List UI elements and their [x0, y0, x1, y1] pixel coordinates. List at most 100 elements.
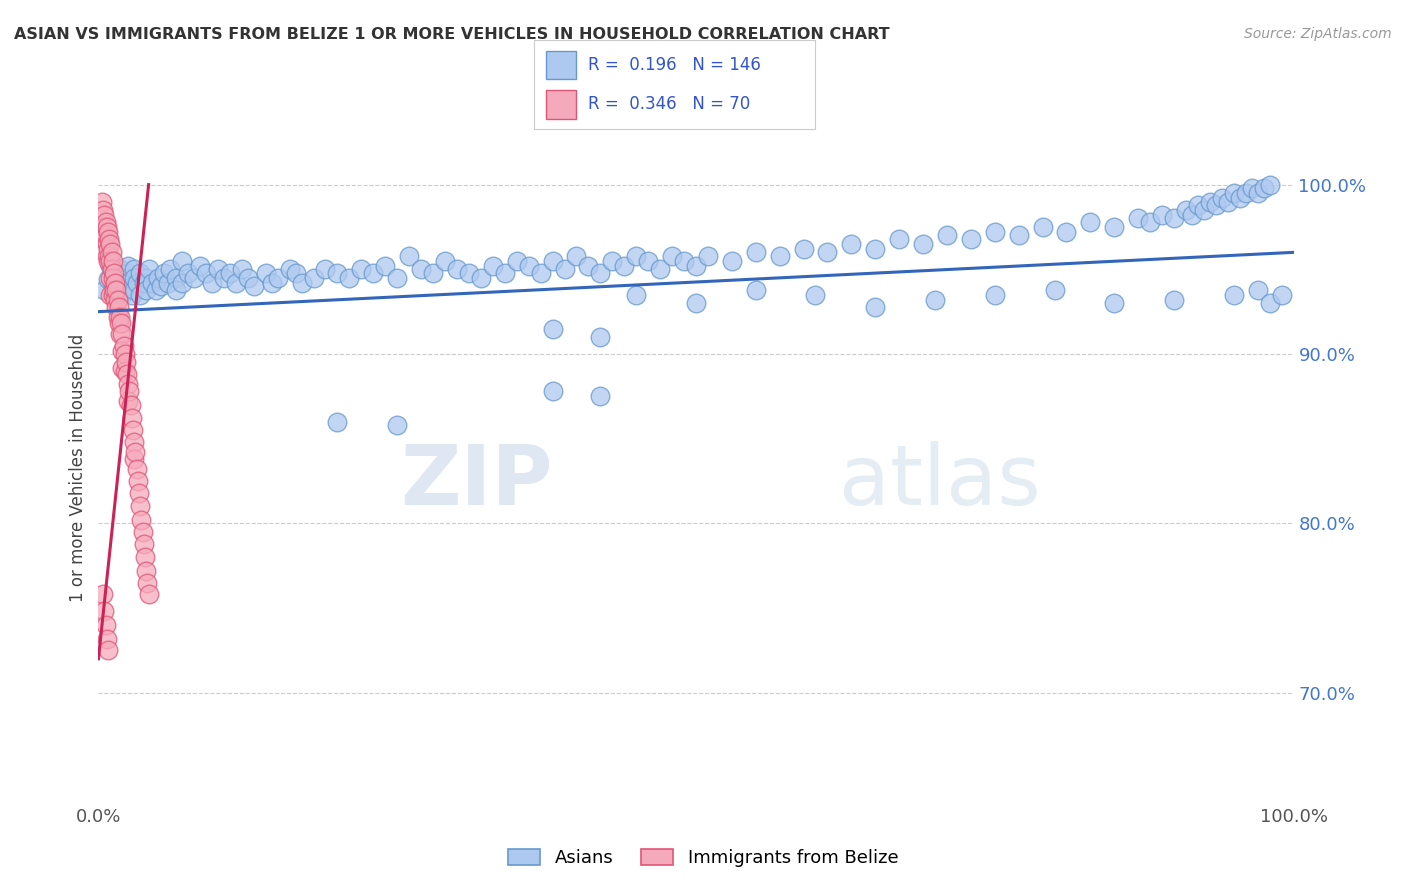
Point	[98, 259, 122, 273]
Point	[103, 266, 125, 280]
Point	[98, 232, 121, 246]
Point	[225, 276, 247, 290]
Point	[422, 266, 444, 280]
Point	[385, 270, 409, 285]
Point	[494, 266, 516, 280]
Point	[101, 270, 124, 285]
Point	[120, 398, 142, 412]
Point	[125, 276, 148, 290]
Point	[804, 287, 827, 301]
Point	[1246, 283, 1268, 297]
Point	[101, 279, 124, 293]
Point	[260, 276, 283, 290]
Point	[165, 270, 187, 285]
Point	[159, 262, 181, 277]
Point	[1258, 178, 1281, 192]
Point	[107, 300, 129, 314]
Point	[114, 276, 136, 290]
Point	[100, 262, 122, 277]
Text: atlas: atlas	[839, 442, 1040, 522]
Point	[114, 347, 136, 361]
Point	[124, 262, 146, 277]
Point	[1229, 191, 1251, 205]
Point	[924, 293, 946, 307]
Point	[111, 360, 134, 375]
Point	[149, 279, 172, 293]
Point	[93, 208, 115, 222]
Point	[128, 486, 150, 500]
Point	[115, 355, 138, 369]
Point	[624, 249, 647, 263]
Point	[863, 300, 886, 314]
Point	[889, 232, 911, 246]
Point	[207, 262, 229, 277]
Point	[721, 253, 744, 268]
Point	[117, 394, 139, 409]
Point	[529, 266, 551, 280]
Point	[1150, 208, 1173, 222]
Point	[107, 310, 129, 324]
Point	[177, 266, 200, 280]
Point	[815, 245, 838, 260]
Point	[673, 253, 696, 268]
Y-axis label: 1 or more Vehicles in Household: 1 or more Vehicles in Household	[69, 334, 87, 602]
Point	[839, 236, 862, 251]
Point	[91, 202, 114, 217]
Point	[1080, 215, 1102, 229]
Point	[685, 259, 707, 273]
Text: ASIAN VS IMMIGRANTS FROM BELIZE 1 OR MORE VEHICLES IN HOUSEHOLD CORRELATION CHAR: ASIAN VS IMMIGRANTS FROM BELIZE 1 OR MOR…	[14, 27, 890, 42]
Point	[446, 262, 468, 277]
Point	[183, 270, 205, 285]
Point	[1163, 293, 1185, 307]
Point	[433, 253, 456, 268]
Point	[104, 293, 127, 307]
Point	[114, 364, 136, 378]
Point	[117, 266, 139, 280]
Point	[131, 524, 153, 539]
Point	[302, 270, 325, 285]
Point	[1253, 181, 1275, 195]
Point	[613, 259, 636, 273]
FancyBboxPatch shape	[546, 51, 576, 79]
Point	[374, 259, 396, 273]
Point	[121, 287, 143, 301]
Point	[219, 266, 242, 280]
Point	[350, 262, 373, 277]
Point	[589, 330, 612, 344]
Point	[589, 266, 612, 280]
Point	[97, 272, 120, 286]
Point	[458, 266, 481, 280]
Point	[470, 270, 492, 285]
Point	[108, 276, 131, 290]
Point	[565, 249, 588, 263]
Point	[326, 266, 349, 280]
Point	[97, 225, 120, 239]
Point	[1211, 191, 1233, 205]
Point	[136, 575, 159, 590]
Point	[506, 253, 529, 268]
Point	[1205, 198, 1227, 212]
Point	[117, 377, 139, 392]
Point	[481, 259, 505, 273]
Point	[97, 253, 120, 268]
Point	[156, 276, 179, 290]
Point	[124, 445, 146, 459]
Point	[231, 262, 253, 277]
Point	[411, 262, 433, 277]
Point	[1222, 287, 1246, 301]
Point	[98, 249, 121, 263]
Point	[517, 259, 540, 273]
Point	[863, 242, 886, 256]
Point	[337, 270, 360, 285]
Point	[1007, 228, 1029, 243]
Point	[98, 270, 122, 285]
Point	[600, 253, 623, 268]
Point	[768, 249, 790, 263]
Point	[541, 384, 564, 399]
Point	[1128, 211, 1150, 226]
Point	[107, 317, 129, 331]
Point	[134, 550, 156, 565]
Point	[145, 283, 167, 297]
Point	[129, 266, 152, 280]
Point	[98, 253, 122, 268]
